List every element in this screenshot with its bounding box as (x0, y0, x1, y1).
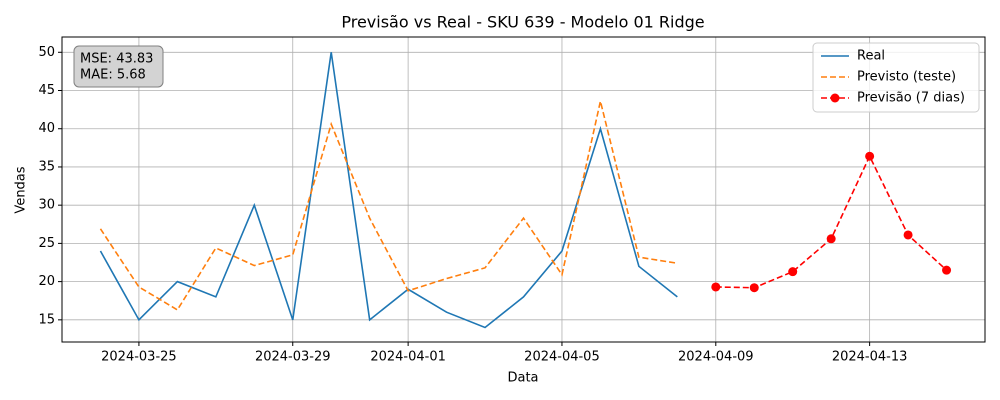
chart-title: Previsão vs Real - SKU 639 - Modelo 01 R… (341, 13, 704, 32)
y-tick-label: 30 (38, 198, 55, 213)
y-tick-label: 35 (38, 159, 55, 174)
y-tick-label: 50 (38, 45, 55, 60)
x-tick-label: 2024-03-29 (255, 350, 331, 365)
y-tick-label: 40 (38, 121, 55, 136)
legend-label: Previsto (teste) (857, 70, 956, 85)
series-marker (788, 267, 798, 277)
x-tick-label: 2024-04-01 (370, 350, 446, 365)
x-axis-label: Data (507, 371, 538, 386)
legend-label: Real (857, 49, 885, 64)
x-tick-label: 2024-04-05 (524, 350, 600, 365)
series-marker (942, 265, 952, 275)
annotation-text: MSE: 43.83 (80, 52, 153, 67)
plot-frame (61, 36, 986, 343)
series-line (99, 52, 678, 329)
legend-label: Previsão (7 dias) (857, 91, 965, 106)
annotation-box (73, 45, 164, 88)
x-tick-label: 2024-04-13 (832, 350, 908, 365)
y-tick-label: 15 (38, 312, 55, 327)
annotation-text: MAE: 5.68 (80, 68, 146, 83)
x-tick-label: 2024-03-25 (101, 350, 177, 365)
series-marker (711, 282, 721, 292)
series-marker (865, 151, 875, 161)
y-tick-label: 45 (38, 83, 55, 98)
series-marker (749, 283, 759, 293)
y-axis-label: Vendas (14, 166, 29, 213)
legend-marker (830, 93, 840, 103)
series-marker (826, 234, 836, 244)
x-tick-label: 2024-04-09 (678, 350, 754, 365)
series-line (715, 154, 948, 289)
series-marker (903, 230, 913, 240)
y-tick-label: 25 (38, 236, 55, 251)
legend-box (812, 42, 980, 113)
y-tick-label: 20 (38, 274, 55, 289)
